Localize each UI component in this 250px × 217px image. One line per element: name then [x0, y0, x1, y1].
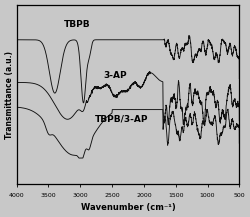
X-axis label: Wavenumber (cm⁻¹): Wavenumber (cm⁻¹): [80, 203, 175, 212]
Text: TBPB: TBPB: [64, 20, 90, 29]
Y-axis label: Transmittance (a.u.): Transmittance (a.u.): [5, 51, 14, 139]
Text: TBPB/3-AP: TBPB/3-AP: [95, 114, 148, 123]
Text: 3-AP: 3-AP: [104, 71, 127, 80]
